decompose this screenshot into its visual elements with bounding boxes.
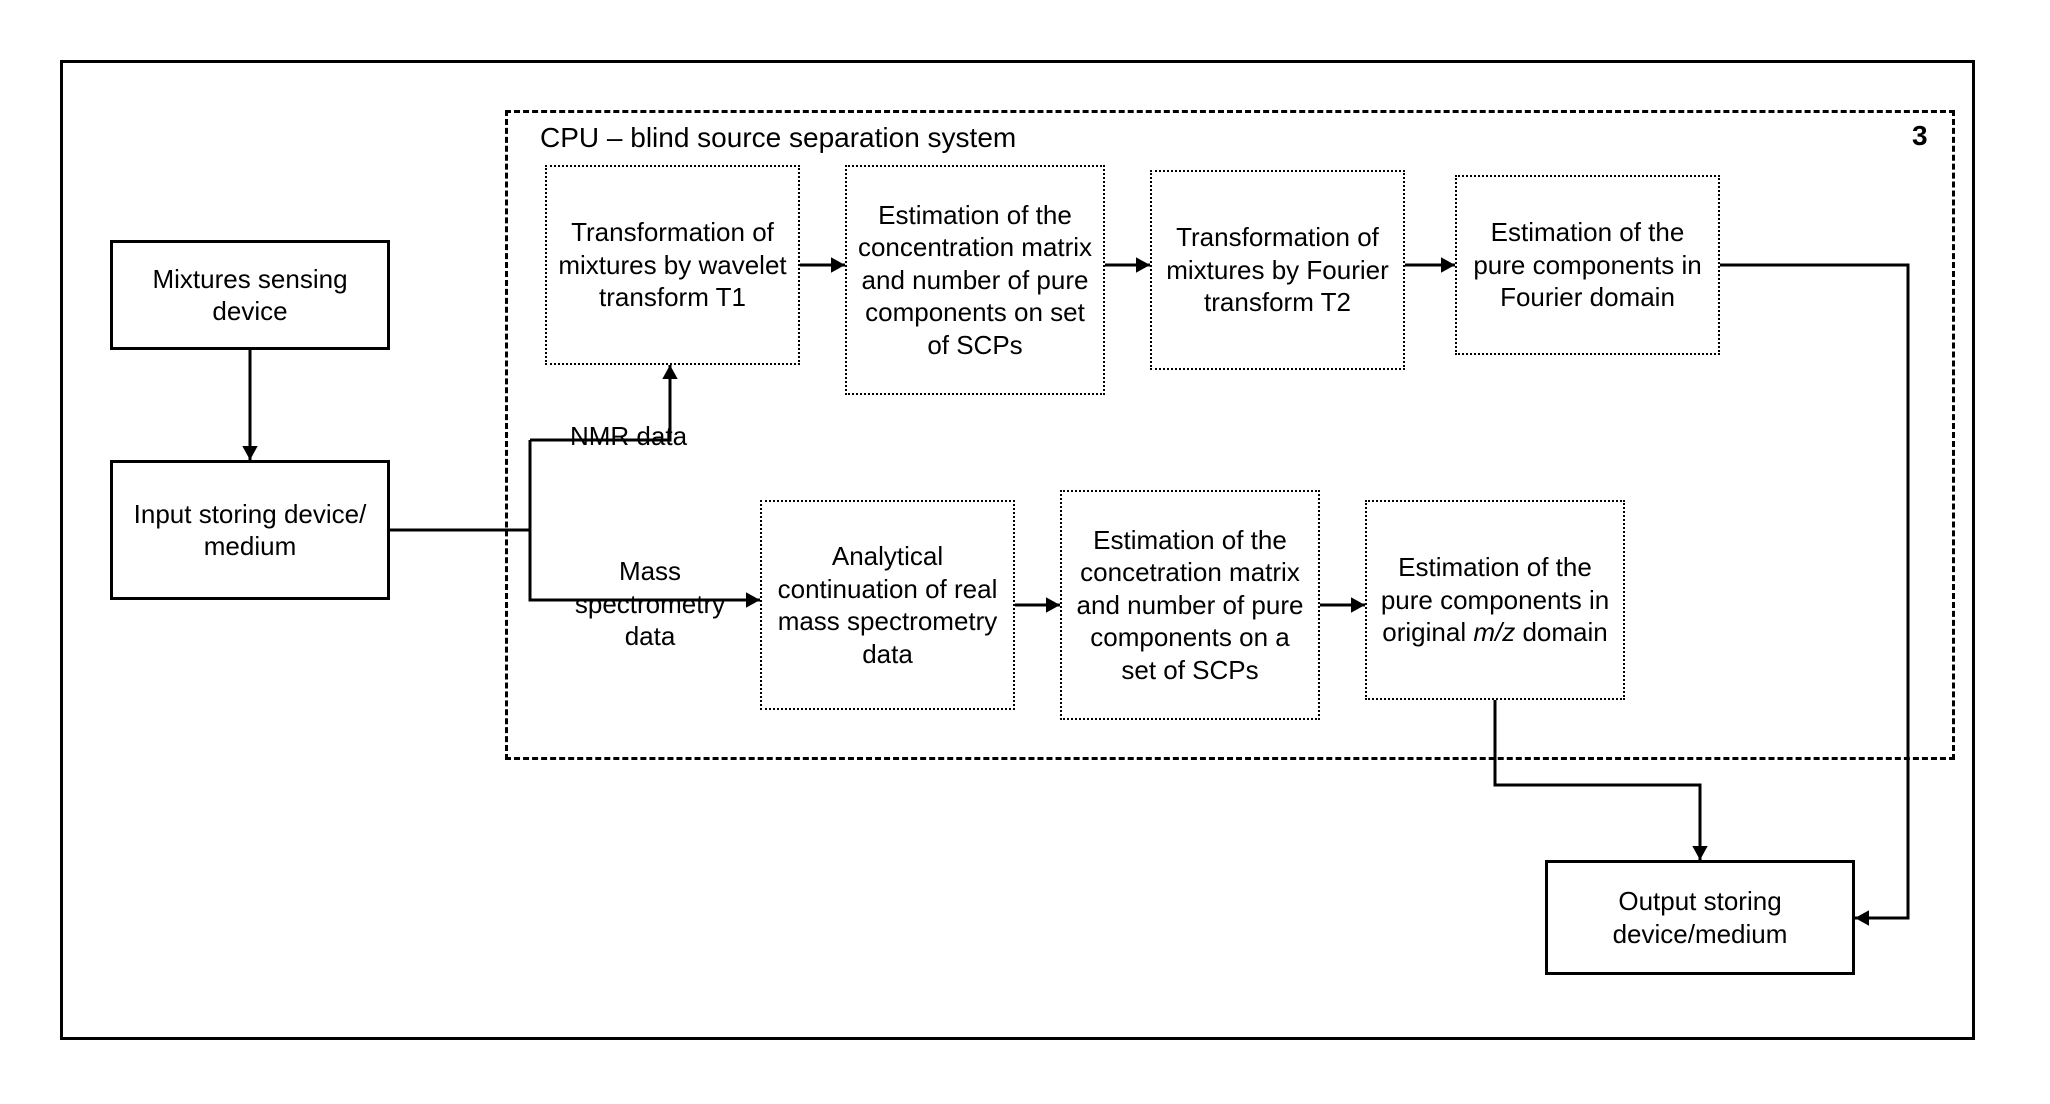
box-est-bot-text: Estimation of the concetration matrix an…	[1070, 524, 1310, 687]
box-t1: Transformation of mixtures by wavelet tr…	[545, 165, 800, 365]
diagram-canvas: CPU – blind source separation system 1 2…	[0, 0, 2050, 1104]
cpu-title: CPU – blind source separation system	[540, 120, 1016, 155]
box-est-top-text: Estimation of the concentration matrix a…	[855, 199, 1095, 362]
box-est-fourier-text: Estimation of the pure components in Fou…	[1465, 216, 1710, 314]
num-3: 3	[1912, 120, 1928, 152]
box-analytical: Analytical continuation of real mass spe…	[760, 500, 1015, 710]
box-sensing: Mixtures sensing device	[110, 240, 390, 350]
box-t2-text: Transformation of mixtures by Fourier tr…	[1160, 221, 1395, 319]
box-output-text: Output storing device/medium	[1556, 885, 1844, 950]
label-mass: Mass spectrometry data	[550, 555, 750, 653]
box-output: Output storing device/medium	[1545, 860, 1855, 975]
box-input: Input storing device/ medium	[110, 460, 390, 600]
label-nmr: NMR data	[570, 420, 687, 453]
box-est-bot: Estimation of the concetration matrix an…	[1060, 490, 1320, 720]
box-est-mz-text: Estimation of the pure components in ori…	[1375, 551, 1615, 649]
box-est-mz: Estimation of the pure components in ori…	[1365, 500, 1625, 700]
box-t1-text: Transformation of mixtures by wavelet tr…	[555, 216, 790, 314]
box-sensing-text: Mixtures sensing device	[121, 263, 379, 328]
box-analytical-text: Analytical continuation of real mass spe…	[770, 540, 1005, 670]
box-est-fourier: Estimation of the pure components in Fou…	[1455, 175, 1720, 355]
box-est-top: Estimation of the concentration matrix a…	[845, 165, 1105, 395]
box-input-text: Input storing device/ medium	[121, 498, 379, 563]
box-t2: Transformation of mixtures by Fourier tr…	[1150, 170, 1405, 370]
